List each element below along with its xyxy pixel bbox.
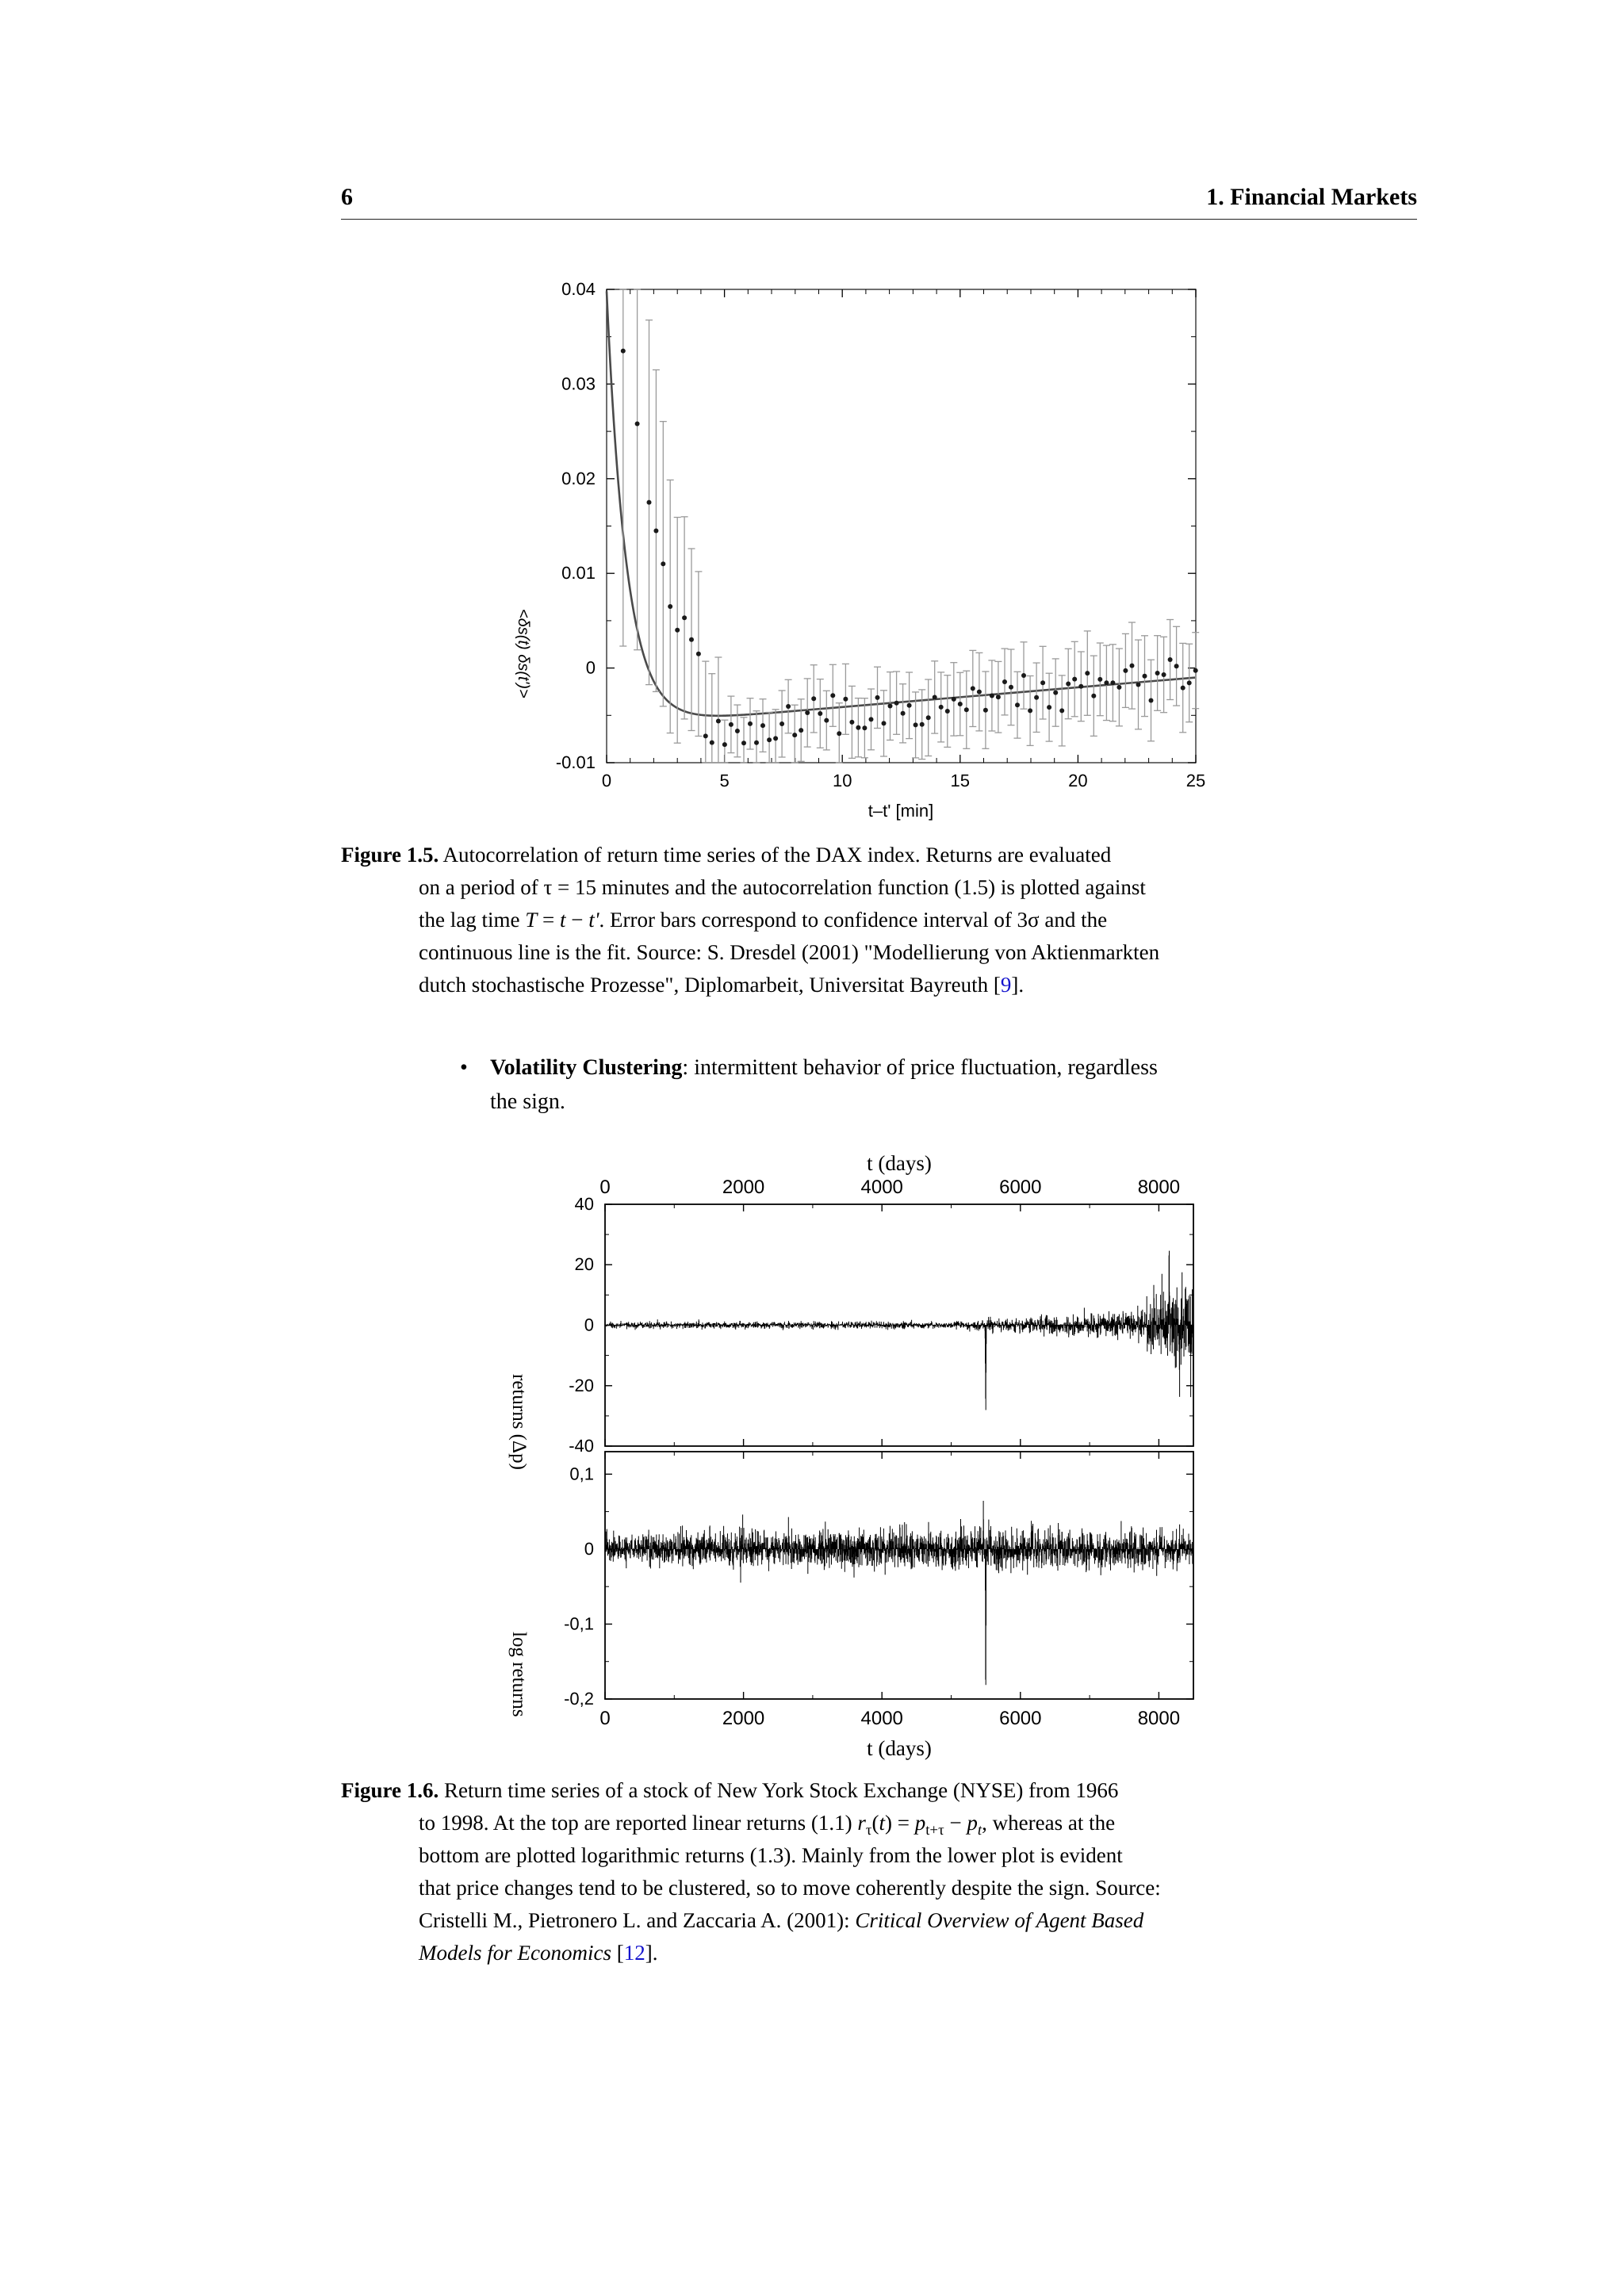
svg-text:0: 0	[584, 1539, 594, 1559]
svg-text:0.03: 0.03	[561, 373, 596, 393]
svg-text:0.01: 0.01	[561, 563, 596, 583]
svg-text:-40: -40	[569, 1436, 594, 1456]
svg-text:25: 25	[1186, 771, 1205, 790]
svg-text:8000: 8000	[1138, 1177, 1180, 1198]
svg-text:0.04: 0.04	[561, 279, 596, 299]
svg-text:2000: 2000	[722, 1708, 764, 1729]
svg-text:2000: 2000	[722, 1177, 764, 1198]
svg-text:0.02: 0.02	[561, 469, 596, 488]
svg-text:20: 20	[1068, 771, 1087, 790]
svg-text:0: 0	[586, 658, 596, 678]
svg-text:0: 0	[599, 1708, 610, 1729]
svg-text:4000: 4000	[861, 1708, 903, 1729]
svg-text:40: 40	[575, 1194, 594, 1214]
svg-text:5: 5	[719, 771, 729, 790]
svg-text:-0,1: -0,1	[564, 1614, 594, 1634]
svg-text:6000: 6000	[999, 1177, 1041, 1198]
svg-text:10: 10	[833, 771, 852, 790]
svg-text:0: 0	[602, 771, 611, 790]
svg-text:15: 15	[951, 771, 970, 790]
svg-text:8000: 8000	[1138, 1708, 1180, 1729]
svg-text:0: 0	[584, 1315, 594, 1335]
svg-text:0,1: 0,1	[569, 1464, 594, 1483]
svg-text:4000: 4000	[861, 1177, 903, 1198]
svg-text:-0.01: -0.01	[556, 752, 596, 772]
svg-text:0: 0	[599, 1177, 610, 1198]
svg-text:6000: 6000	[999, 1708, 1041, 1729]
svg-text:-20: -20	[569, 1376, 594, 1395]
svg-text:-0,2: -0,2	[564, 1689, 594, 1709]
svg-text:20: 20	[575, 1254, 594, 1274]
